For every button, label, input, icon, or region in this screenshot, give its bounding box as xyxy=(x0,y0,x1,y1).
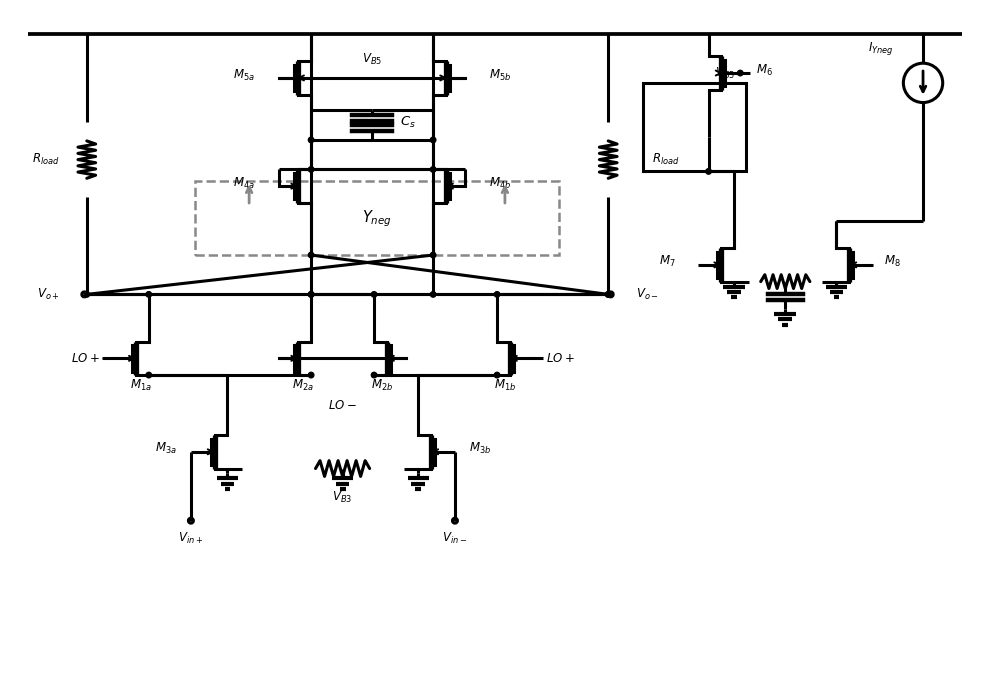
Text: $Y_{neg}$: $Y_{neg}$ xyxy=(362,208,392,229)
Circle shape xyxy=(308,167,314,172)
Circle shape xyxy=(371,291,377,297)
Text: $M_{5a}$: $M_{5a}$ xyxy=(233,68,255,82)
Text: $M_{2a}$: $M_{2a}$ xyxy=(292,378,314,393)
Text: $M_{4b}$: $M_{4b}$ xyxy=(489,176,511,191)
Circle shape xyxy=(430,291,436,297)
Circle shape xyxy=(605,291,611,297)
Text: $M_{5b}$: $M_{5b}$ xyxy=(489,68,511,82)
Circle shape xyxy=(308,291,314,297)
Text: $M_{1a}$: $M_{1a}$ xyxy=(130,378,152,393)
Text: $V_{B3}$: $V_{B3}$ xyxy=(332,490,353,505)
Text: $M_{3a}$: $M_{3a}$ xyxy=(155,441,176,457)
Circle shape xyxy=(308,291,314,297)
Circle shape xyxy=(706,169,711,174)
Circle shape xyxy=(494,372,500,378)
Text: $M_7$: $M_7$ xyxy=(659,254,676,270)
Circle shape xyxy=(371,372,377,378)
Text: $I_{Yneg}$: $I_{Yneg}$ xyxy=(868,40,894,57)
Text: $LO+$: $LO+$ xyxy=(546,352,575,365)
Circle shape xyxy=(308,252,314,258)
Text: $V_{o-}$: $V_{o-}$ xyxy=(636,287,658,302)
Circle shape xyxy=(430,137,436,143)
Circle shape xyxy=(84,291,90,297)
Circle shape xyxy=(494,291,500,297)
Text: $V_{in+}$: $V_{in+}$ xyxy=(178,530,203,546)
Text: $V_{B5}$: $V_{B5}$ xyxy=(715,66,735,81)
Circle shape xyxy=(308,372,314,378)
Text: $C_s$: $C_s$ xyxy=(400,115,416,130)
Circle shape xyxy=(430,252,436,258)
Bar xyxy=(643,83,746,171)
Circle shape xyxy=(430,167,436,172)
Text: $M_6$: $M_6$ xyxy=(756,63,773,77)
Text: $V_{in-}$: $V_{in-}$ xyxy=(442,530,468,546)
Text: $M_{1b}$: $M_{1b}$ xyxy=(494,378,516,393)
Circle shape xyxy=(737,70,743,76)
Text: $V_{o+}$: $V_{o+}$ xyxy=(37,287,59,302)
Text: $M_{3b}$: $M_{3b}$ xyxy=(469,441,491,457)
Circle shape xyxy=(605,291,611,297)
Text: $V_{B5}$: $V_{B5}$ xyxy=(362,52,382,67)
Circle shape xyxy=(146,372,152,378)
Text: $M_{4a}$: $M_{4a}$ xyxy=(233,176,255,191)
Circle shape xyxy=(146,291,152,297)
Bar xyxy=(195,181,559,255)
Text: $LO-$: $LO-$ xyxy=(328,399,357,412)
Text: $M_{2b}$: $M_{2b}$ xyxy=(371,378,393,393)
Text: $R_{load}$: $R_{load}$ xyxy=(652,152,680,167)
Text: $R_{load}$: $R_{load}$ xyxy=(32,152,59,167)
Circle shape xyxy=(308,137,314,143)
Text: $M_8$: $M_8$ xyxy=(884,254,900,270)
Text: $LO+$: $LO+$ xyxy=(71,352,99,365)
